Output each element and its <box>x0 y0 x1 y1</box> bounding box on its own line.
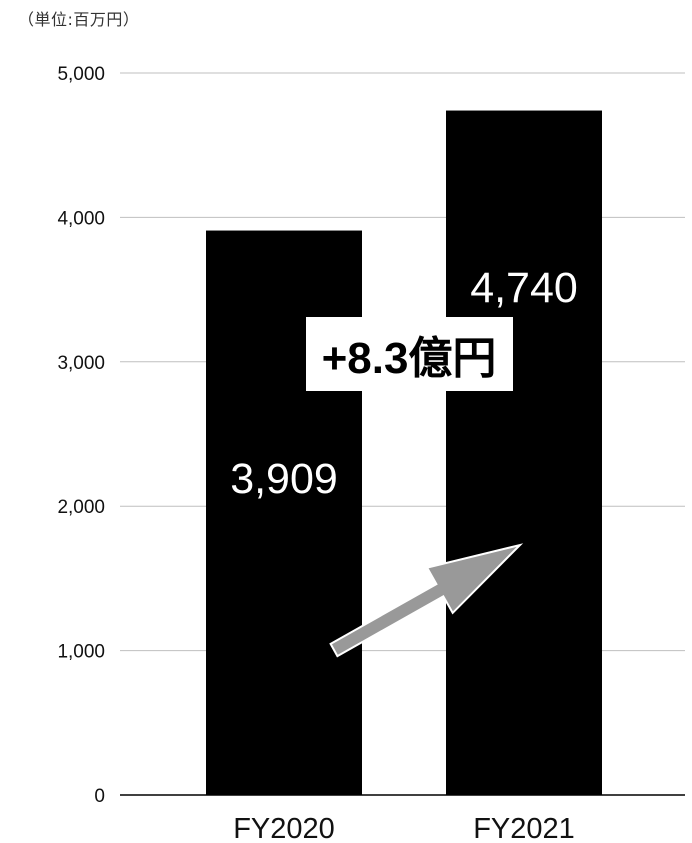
data-labels: 3,909 4,740 <box>230 264 578 503</box>
x-category-label: FY2020 <box>233 813 335 843</box>
data-label: 3,909 <box>230 455 338 503</box>
unit-label: （単位:百万円） <box>18 10 140 29</box>
y-tick-label: 1,000 <box>57 642 105 663</box>
bars <box>206 110 602 795</box>
bar-fy2021 <box>446 110 602 795</box>
x-axis-categories: FY2020 FY2021 <box>233 813 575 843</box>
y-tick-label: 2,000 <box>57 497 105 518</box>
growth-arrow <box>329 543 524 658</box>
annotation-text: +8.3億円 <box>322 334 497 383</box>
y-tick-label: 4,000 <box>57 208 105 229</box>
data-label: 4,740 <box>470 264 578 312</box>
annotation-box <box>306 317 513 391</box>
y-tick-label: 5,000 <box>57 64 105 85</box>
y-tick-label: 3,000 <box>57 353 105 374</box>
change-annotation: +8.3億円 <box>306 317 513 391</box>
bar-fy2020 <box>206 230 362 795</box>
y-tick-label: 0 <box>94 786 105 807</box>
y-axis-ticks: 0 1,000 2,000 3,000 4,000 5,000 <box>57 64 105 807</box>
x-category-label: FY2021 <box>473 813 575 843</box>
